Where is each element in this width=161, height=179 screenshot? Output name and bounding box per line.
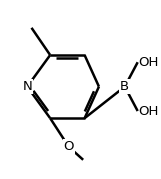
Text: OH: OH bbox=[138, 105, 159, 118]
Text: O: O bbox=[64, 140, 74, 153]
Text: B: B bbox=[120, 80, 129, 93]
Text: N: N bbox=[22, 80, 32, 93]
Text: OH: OH bbox=[138, 56, 159, 69]
